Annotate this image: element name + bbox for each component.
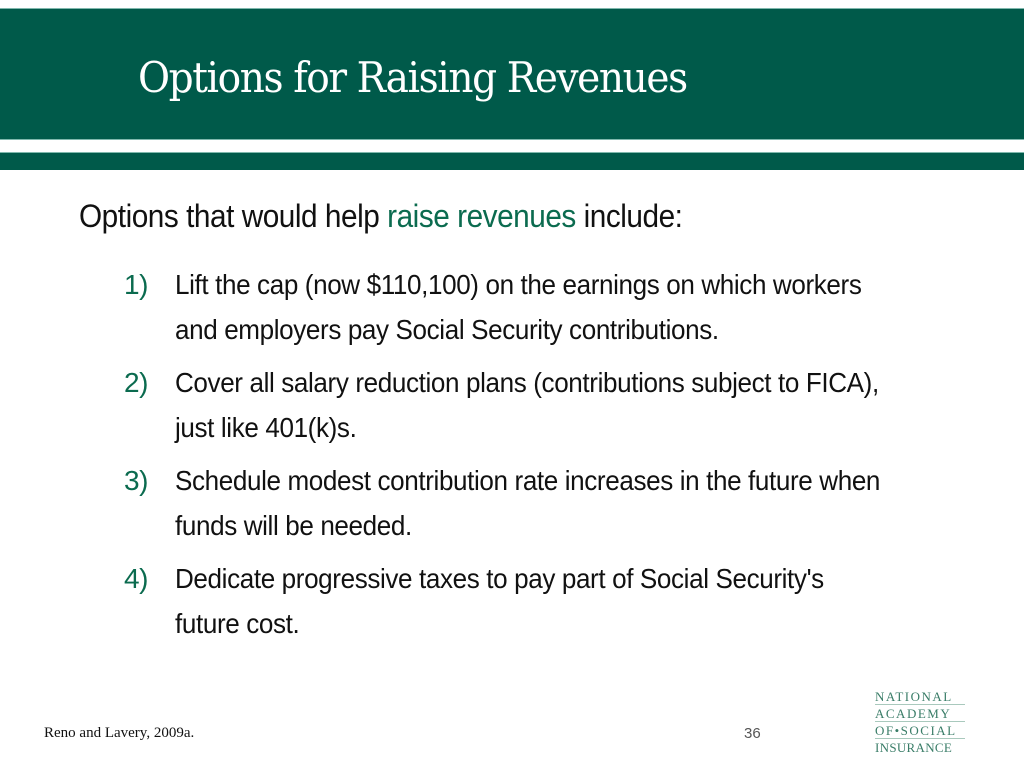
title-band: Options for Raising Revenues [0,8,1024,140]
logo-line: ACADEMY [875,706,965,722]
list-number: 3) [124,465,149,496]
intro-text: Options that would help raise revenues i… [79,198,683,235]
list-item: 1) Lift the cap (now $110,100) on the ea… [124,262,924,352]
list-number: 1) [124,269,149,300]
intro-highlight: raise revenues [387,198,576,234]
page-number: 36 [744,725,761,742]
list-item-text: Lift the cap (now $110,100) on the earni… [175,269,862,345]
list-number: 4) [124,563,149,594]
footer-citation: Reno and Lavery, 2009a. [44,725,195,741]
options-list: 1) Lift the cap (now $110,100) on the ea… [124,262,924,654]
list-number: 2) [124,367,149,398]
title-underline-band [0,152,1024,170]
list-item-text: Schedule modest contribution rate increa… [175,465,881,541]
list-item: 2) Cover all salary reduction plans (con… [124,360,924,450]
list-item-text: Dedicate progressive taxes to pay part o… [175,563,824,639]
logo-line: NATIONAL [875,689,965,705]
logo-line: OF•SOCIAL [875,723,965,739]
list-item: 3) Schedule modest contribution rate inc… [124,458,924,548]
intro-after: include: [575,198,683,234]
nasi-logo: NATIONAL ACADEMY OF•SOCIAL INSURANCE [875,689,965,756]
logo-line: INSURANCE [875,740,953,755]
list-item-text: Cover all salary reduction plans (contri… [175,367,879,443]
list-item: 4) Dedicate progressive taxes to pay par… [124,556,924,646]
intro-before: Options that would help [79,198,388,234]
slide-title: Options for Raising Revenues [138,53,688,102]
